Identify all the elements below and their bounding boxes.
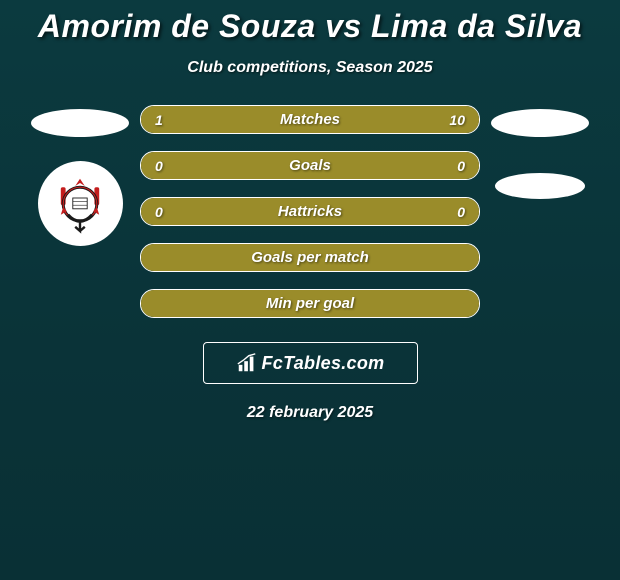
- stat-bar: 1 Matches 10: [140, 105, 480, 134]
- comparison-card: Amorim de Souza vs Lima da Silva Club co…: [0, 0, 620, 422]
- brand-name: FcTables.com: [262, 353, 385, 374]
- club-badge-left: [38, 161, 123, 246]
- club-crest-icon: [50, 174, 110, 234]
- stat-label: Hattricks: [175, 203, 445, 220]
- stat-label: Min per goal: [175, 295, 445, 312]
- stat-left-value: 1: [155, 112, 175, 128]
- right-player-col: [480, 105, 600, 318]
- brand-box[interactable]: FcTables.com: [203, 342, 418, 384]
- stat-bar: Min per goal: [140, 289, 480, 318]
- page-subtitle: Club competitions, Season 2025: [0, 59, 620, 77]
- stat-left-value: 0: [155, 204, 175, 220]
- stat-bars: 1 Matches 10 0 Goals 0 0 Hattricks 0: [140, 105, 480, 318]
- left-player-col: [20, 105, 140, 318]
- club-badge-placeholder: [495, 173, 585, 199]
- player-photo-placeholder: [491, 109, 589, 137]
- stat-bar: 0 Goals 0: [140, 151, 480, 180]
- player-photo-placeholder: [31, 109, 129, 137]
- stat-right-value: 0: [445, 204, 465, 220]
- stat-bar: 0 Hattricks 0: [140, 197, 480, 226]
- stat-right-value: 0: [445, 158, 465, 174]
- stat-bar: Goals per match: [140, 243, 480, 272]
- stat-label: Matches: [175, 111, 445, 128]
- stats-area: 1 Matches 10 0 Goals 0 0 Hattricks 0: [0, 105, 620, 318]
- stat-label: Goals: [175, 157, 445, 174]
- page-title: Amorim de Souza vs Lima da Silva: [0, 8, 620, 45]
- footer-date: 22 february 2025: [0, 404, 620, 422]
- stat-right-value: 10: [445, 112, 465, 128]
- bar-chart-icon: [236, 352, 258, 374]
- stat-label: Goals per match: [175, 249, 445, 266]
- stat-left-value: 0: [155, 158, 175, 174]
